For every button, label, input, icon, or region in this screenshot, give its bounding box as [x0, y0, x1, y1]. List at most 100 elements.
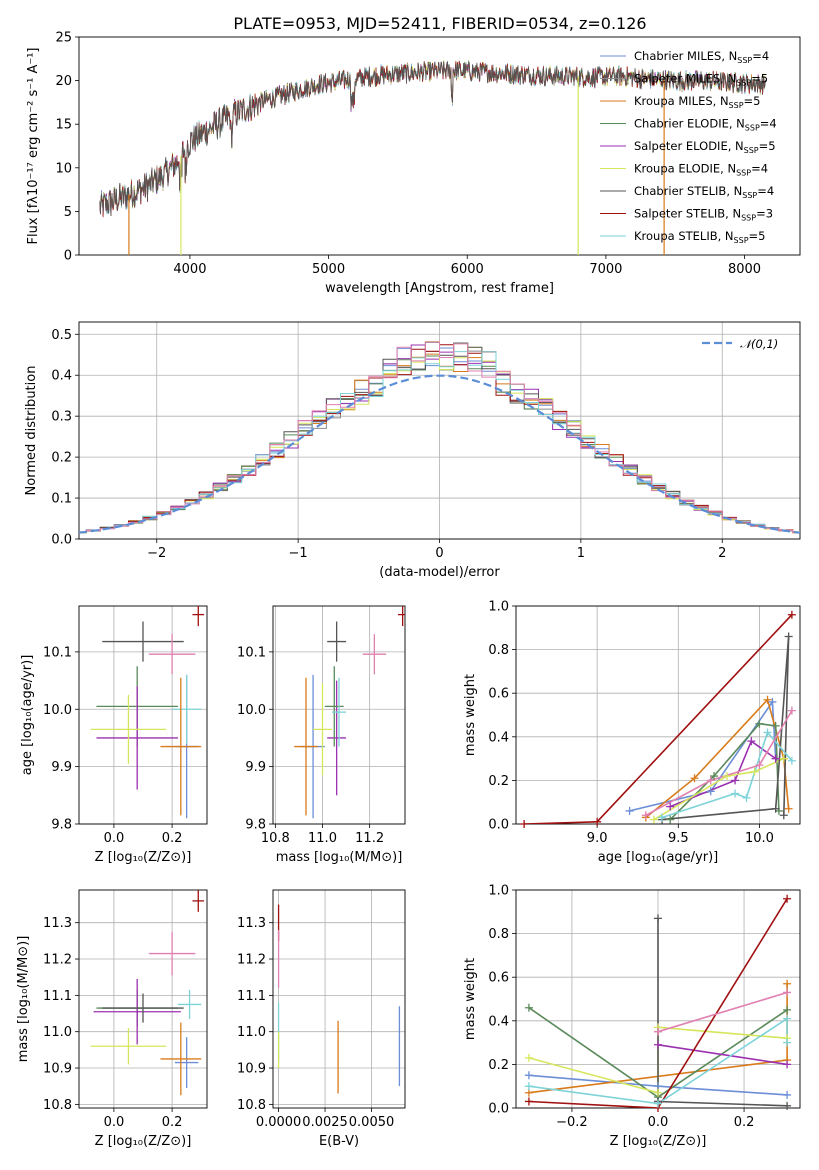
- weight-marker: [524, 1097, 533, 1106]
- weight-marker: [783, 1060, 792, 1069]
- y-tick-label: 0.0: [488, 1102, 509, 1117]
- y-tick-label: 11.0: [43, 1025, 72, 1040]
- weight-series: [657, 991, 788, 1033]
- weight-marker: [666, 802, 675, 811]
- gaussian-curve: [79, 374, 800, 534]
- x-tick-label: −1: [289, 546, 308, 561]
- weight-marker: [731, 789, 740, 798]
- y-tick-label: 0.5: [51, 328, 72, 343]
- y-tick-label: 0.0: [51, 533, 72, 548]
- y-tick-label: 0.8: [488, 643, 509, 658]
- weight-series: [528, 898, 788, 1108]
- y-tick-label: 0: [64, 249, 72, 264]
- y-tick-label: 10.8: [237, 1098, 266, 1113]
- plot-area: [99, 59, 766, 255]
- y-tick-label: 10.8: [43, 1098, 72, 1113]
- y-tick-label: 25: [55, 31, 72, 46]
- y-tick-label: 0.4: [51, 369, 72, 384]
- plot-area: [277, 904, 401, 1094]
- x-tick-label: 0.2: [162, 1115, 183, 1130]
- weight-marker: [520, 820, 529, 828]
- legend-label: Kroupa ELODIE, NSSP=4: [634, 162, 768, 178]
- x-tick-label: 0.2: [162, 831, 183, 846]
- x-axis-label: Z [log₁₀(Z/Z⊙)]: [95, 1134, 192, 1149]
- weight-series: [629, 699, 777, 812]
- y-tick-label: 9.9: [245, 760, 266, 775]
- weight-marker: [787, 756, 796, 765]
- y-tick-label: 10.1: [43, 645, 72, 660]
- weight-series: [645, 710, 793, 817]
- weight-marker: [783, 894, 792, 903]
- y-tick-label: 9.8: [245, 818, 266, 833]
- weight-marker: [654, 1040, 662, 1049]
- weight-marker: [654, 1099, 662, 1108]
- x-tick-label: 0.0: [104, 831, 125, 846]
- y-axis-label: mass [log₁₀(M/M⊙)]: [16, 936, 31, 1063]
- weight-marker: [763, 695, 772, 704]
- x-tick-label: 0.0050: [349, 1115, 395, 1130]
- weight-marker: [690, 774, 699, 783]
- legend-label: 𝒩(0,1): [740, 337, 778, 351]
- plot-frame: [78, 36, 801, 256]
- weight-marker: [654, 1088, 662, 1097]
- panel-age-vs-Z: 0.0 0.2 9.8 9.9 10.0 10.1 Z [log₁₀(Z/Z⊙)] age […: [20, 605, 208, 865]
- y-tick-label: 1.0: [488, 600, 509, 615]
- y-tick-label: 0.1: [51, 492, 72, 507]
- weight-marker: [654, 914, 662, 923]
- x-tick-label: 10.0: [745, 831, 774, 846]
- x-axis-label: E(B-V): [319, 1134, 359, 1149]
- plot-frame: [78, 605, 208, 825]
- panel-mass-vs-EBV: 0.0000 0.0025 0.0050 10.8 10.9 11.0 11.1 11.2 11…: [237, 889, 406, 1149]
- y-tick-label: 11.1: [43, 989, 72, 1004]
- y-tick-label: 0.2: [51, 451, 72, 466]
- x-axis-label: age [log₁₀(age/yr)]: [598, 850, 719, 865]
- weight-series: [653, 757, 785, 821]
- y-tick-label: 10.0: [43, 703, 72, 718]
- y-tick-label: 0.6: [488, 687, 509, 702]
- weight-marker: [783, 1101, 792, 1110]
- weight-marker: [524, 1053, 533, 1062]
- weight-marker: [779, 754, 788, 763]
- x-tick-label: 7000: [589, 262, 622, 277]
- weight-marker: [649, 815, 658, 824]
- x-tick-label: 9.5: [668, 831, 689, 846]
- x-tick-label: 5000: [312, 262, 345, 277]
- panel-age-vs-mass: 10.8 11.0 11.2 9.8 9.9 10.0 10.1 mass [log₁₀(M/…: [237, 605, 406, 865]
- x-tick-label: 9.0: [587, 831, 608, 846]
- weight-marker: [755, 761, 764, 770]
- y-tick-label: 0.4: [488, 730, 509, 745]
- weight-marker: [593, 817, 602, 826]
- y-tick-label: 11.0: [237, 1025, 266, 1040]
- weight-marker: [771, 804, 780, 813]
- weight-marker: [784, 632, 793, 641]
- legend-label: Salpeter ELODIE, NSSP=5: [634, 139, 776, 155]
- plot-area: [524, 614, 793, 824]
- plot-area: [294, 606, 405, 819]
- weight-marker: [763, 728, 772, 737]
- x-tick-label: 6000: [451, 262, 484, 277]
- y-tick-label: 20: [55, 74, 72, 89]
- weight-marker: [722, 772, 731, 781]
- weight-marker: [771, 754, 780, 763]
- weight-marker: [784, 804, 793, 813]
- x-tick-label: 10.8: [261, 831, 290, 846]
- x-tick-label: 2: [718, 546, 726, 561]
- weight-marker: [755, 719, 764, 728]
- figure-title: PLATE=0953, MJD=52411, FIBERID=0534, z=0…: [233, 14, 646, 33]
- x-axis-label: Z [log₁₀(Z/Z⊙)]: [95, 850, 192, 865]
- y-tick-label: 11.1: [237, 989, 266, 1004]
- weight-marker: [787, 706, 796, 715]
- weight-marker: [709, 772, 718, 781]
- y-tick-label: 15: [55, 118, 72, 133]
- y-axis-label: mass weight: [463, 674, 478, 756]
- y-tick-label: 11.3: [43, 916, 72, 931]
- y-tick-label: 11.2: [43, 953, 72, 968]
- weight-marker: [768, 697, 777, 706]
- spectrum-series-6: [99, 61, 766, 216]
- x-tick-label: 11.0: [308, 831, 337, 846]
- plot-area: [528, 898, 788, 1108]
- weight-marker: [779, 811, 788, 820]
- weight-series: [657, 1044, 788, 1066]
- y-tick-label: 9.9: [51, 760, 72, 775]
